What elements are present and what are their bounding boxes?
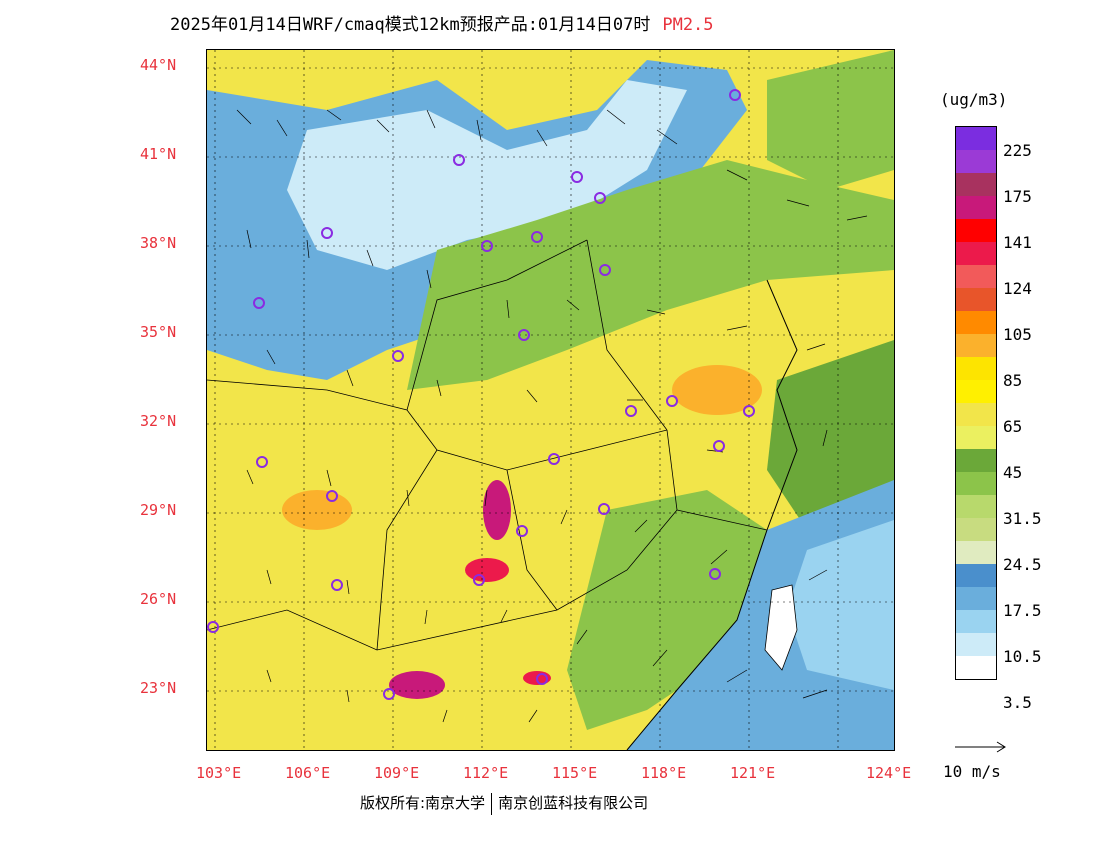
- colorbar-swatch: [956, 495, 996, 518]
- lat-label-44: 44°N: [140, 56, 177, 74]
- colorbar-swatch: [956, 173, 996, 196]
- lon-label-109: 109°E: [374, 764, 420, 782]
- colorbar-swatch: [956, 541, 996, 564]
- colorbar-swatch: [956, 242, 996, 265]
- southeast-green-zone: [567, 490, 767, 730]
- colorbar-swatch: [956, 357, 996, 380]
- colorbar-swatch: [956, 288, 996, 311]
- wind-reference-arrow-icon: [955, 741, 1006, 753]
- title-main: 2025年01月14日WRF/cmaq模式12km预报产品:01月14日07时: [170, 15, 651, 35]
- lat-label-23: 23°N: [140, 679, 177, 697]
- colorbar-label: 141: [1003, 233, 1032, 252]
- colorbar-swatch: [956, 587, 996, 610]
- colorbar-swatch: [956, 610, 996, 633]
- colorbar-swatch: [956, 219, 996, 242]
- lat-label-32: 32°N: [140, 412, 177, 430]
- colorbar-label: 124: [1003, 279, 1032, 298]
- pm25-map: [206, 49, 895, 751]
- lon-label-106: 106°E: [285, 764, 331, 782]
- east-coast-green-zone: [767, 340, 894, 530]
- lon-label-112: 112°E: [463, 764, 509, 782]
- hotspot-south: [389, 671, 445, 699]
- footer: 版权所有:南京大学 南京创蓝科技有限公司: [360, 792, 648, 815]
- colorbar-label: 31.5: [1003, 509, 1042, 528]
- colorbar-swatch: [956, 127, 996, 150]
- colorbar-label: 10.5: [1003, 647, 1042, 666]
- northeast-green-zone: [767, 50, 894, 190]
- colorbar-label: 45: [1003, 463, 1023, 482]
- lat-label-26: 26°N: [140, 590, 177, 608]
- colorbar-swatch: [956, 311, 996, 334]
- lat-label-35: 35°N: [140, 323, 177, 341]
- colorbar-label: 17.5: [1003, 601, 1042, 620]
- lat-label-41: 41°N: [140, 145, 177, 163]
- colorbar-label: 3.5: [1003, 693, 1032, 712]
- lon-label-118: 118°E: [641, 764, 687, 782]
- footer-separator: [491, 792, 493, 815]
- lon-label-103: 103°E: [196, 764, 242, 782]
- north-lightblue-zone: [287, 80, 687, 270]
- province-borders: [207, 239, 768, 651]
- footer-right: 南京创蓝科技有限公司: [498, 794, 649, 812]
- colorbar-swatch: [956, 403, 996, 426]
- colorbar-label: 65: [1003, 417, 1023, 436]
- pollutant-label: PM2.5: [662, 15, 714, 35]
- chart-title: 2025年01月14日WRF/cmaq模式12km预报产品:01月14日07时 P…: [170, 10, 714, 35]
- colorbar-swatch: [956, 334, 996, 357]
- lon-label-121: 121°E: [730, 764, 776, 782]
- colorbar-swatch: [956, 472, 996, 495]
- lat-label-38: 38°N: [140, 234, 177, 252]
- hotspot-central-1: [483, 480, 511, 540]
- wind-reference-label: 10 m/s: [943, 762, 1001, 781]
- lon-label-124: 124°E: [866, 764, 912, 782]
- colorbar-label: 225: [1003, 141, 1032, 160]
- units-label: (ug/m3): [940, 90, 1008, 109]
- colorbar-label: 24.5: [1003, 555, 1042, 574]
- colorbar-label: 85: [1003, 371, 1023, 390]
- map-canvas: [207, 50, 894, 750]
- taiwan-island: [764, 584, 798, 671]
- colorbar-swatch: [956, 564, 996, 587]
- colorbar-swatch: [956, 633, 996, 656]
- lat-label-29: 29°N: [140, 501, 177, 519]
- wind-vectors: [236, 109, 868, 723]
- colorbar-swatch: [956, 265, 996, 288]
- hotspot-sichuan: [282, 490, 352, 530]
- colorbar-swatch: [956, 426, 996, 449]
- lon-label-115: 115°E: [552, 764, 598, 782]
- colorbar-label: 105: [1003, 325, 1032, 344]
- sea-light-zone: [787, 520, 894, 690]
- footer-left: 版权所有:南京大学: [360, 794, 486, 812]
- colorbar-swatch: [956, 449, 996, 472]
- colorbar-swatch: [956, 380, 996, 403]
- colorbar-label: 175: [1003, 187, 1032, 206]
- colorbar-swatch: [956, 150, 996, 173]
- hotspot-east: [672, 365, 762, 415]
- colorbar: [955, 126, 997, 680]
- city-markers: [207, 89, 755, 700]
- hotspot-central-2: [465, 558, 509, 582]
- colorbar-swatch: [956, 518, 996, 541]
- colorbar-swatch: [956, 656, 996, 679]
- colorbar-swatch: [956, 196, 996, 219]
- coastline: [626, 279, 798, 750]
